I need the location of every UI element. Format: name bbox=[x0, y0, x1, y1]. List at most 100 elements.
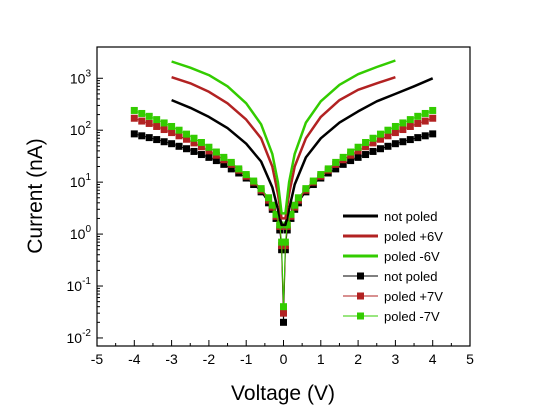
data-point bbox=[138, 117, 146, 125]
data-point bbox=[197, 143, 205, 151]
legend-label: not poled bbox=[384, 269, 438, 284]
series-markers bbox=[130, 106, 437, 311]
data-point bbox=[414, 112, 422, 120]
data-point bbox=[190, 134, 198, 142]
data-point bbox=[160, 138, 168, 146]
legend-label: poled +7V bbox=[384, 289, 443, 304]
data-point bbox=[265, 194, 273, 202]
data-point bbox=[283, 221, 291, 229]
data-point bbox=[212, 148, 220, 156]
y-tick-base: 10 bbox=[70, 122, 86, 138]
x-axis-title: Voltage (V) bbox=[231, 382, 335, 405]
data-point bbox=[153, 136, 161, 144]
data-point bbox=[317, 171, 325, 179]
data-point bbox=[414, 134, 422, 142]
data-point bbox=[160, 119, 168, 127]
x-tick-label: 0 bbox=[280, 351, 288, 367]
x-tick-label: 1 bbox=[317, 351, 325, 367]
data-point bbox=[130, 130, 138, 138]
legend-marker-swatch bbox=[357, 272, 364, 280]
series-line bbox=[171, 59, 396, 215]
data-point bbox=[309, 177, 317, 185]
y-tick-exponent: 2 bbox=[85, 120, 91, 131]
data-point bbox=[268, 201, 276, 209]
data-point bbox=[145, 134, 153, 142]
data-point bbox=[197, 151, 205, 159]
data-point bbox=[362, 151, 370, 159]
data-point bbox=[324, 165, 332, 173]
data-point bbox=[429, 114, 437, 122]
data-point bbox=[384, 142, 392, 150]
legend: not poled poled +6V poled -6V not poled pole… bbox=[343, 209, 443, 324]
data-point bbox=[347, 157, 355, 165]
data-point bbox=[332, 158, 340, 166]
data-point bbox=[183, 135, 191, 143]
data-point bbox=[280, 303, 287, 311]
data-point bbox=[183, 145, 191, 153]
x-tick-label: 5 bbox=[466, 351, 474, 367]
data-point bbox=[369, 134, 377, 142]
x-tick-label: 2 bbox=[354, 351, 362, 367]
series-line bbox=[171, 76, 396, 220]
data-point bbox=[294, 194, 302, 202]
data-point bbox=[414, 119, 422, 127]
data-point bbox=[205, 147, 213, 155]
data-point bbox=[339, 153, 347, 161]
x-tick-label: -1 bbox=[240, 351, 253, 367]
data-point bbox=[429, 106, 437, 114]
data-point bbox=[138, 109, 146, 117]
data-point bbox=[235, 165, 243, 173]
data-point bbox=[354, 153, 362, 161]
legend-marker-swatch bbox=[357, 312, 364, 320]
y-tick-label: 103 bbox=[70, 68, 92, 86]
data-point bbox=[153, 122, 161, 130]
y-tick-base: 10 bbox=[70, 70, 86, 86]
data-point bbox=[421, 109, 429, 117]
data-point bbox=[376, 145, 384, 153]
y-tick-base: 10 bbox=[67, 278, 83, 294]
y-tick-label: 100 bbox=[70, 224, 92, 242]
data-point bbox=[391, 129, 399, 137]
data-point bbox=[339, 160, 347, 168]
data-point bbox=[354, 147, 362, 155]
data-point bbox=[391, 122, 399, 130]
series-line bbox=[171, 77, 434, 227]
data-point bbox=[168, 129, 176, 137]
data-point bbox=[347, 148, 355, 156]
data-point bbox=[190, 147, 198, 155]
data-point bbox=[384, 126, 392, 134]
data-point bbox=[145, 112, 153, 120]
y-tick-exponent: 0 bbox=[85, 224, 91, 235]
y-tick-base: 10 bbox=[70, 226, 86, 242]
data-point bbox=[168, 140, 176, 148]
data-point bbox=[354, 143, 362, 151]
data-point bbox=[280, 318, 287, 326]
x-tick-label: 4 bbox=[429, 351, 437, 367]
legend-marker-swatch bbox=[357, 292, 364, 300]
data-point bbox=[272, 210, 280, 218]
x-tick-label: -4 bbox=[128, 351, 141, 367]
legend-label: poled -7V bbox=[384, 309, 440, 324]
data-point bbox=[227, 158, 235, 166]
y-tick-label: 10-2 bbox=[67, 328, 92, 346]
y-tick-exponent: 3 bbox=[85, 68, 91, 79]
y-tick-label: 102 bbox=[70, 120, 92, 138]
y-tick-base: 10 bbox=[67, 330, 83, 346]
data-point bbox=[250, 177, 258, 185]
data-point bbox=[220, 153, 228, 161]
data-point bbox=[369, 147, 377, 155]
data-point bbox=[376, 130, 384, 138]
data-point bbox=[406, 116, 414, 124]
data-point bbox=[429, 130, 437, 138]
data-point bbox=[362, 138, 370, 146]
data-point bbox=[220, 160, 228, 168]
data-point bbox=[291, 201, 299, 209]
data-point bbox=[138, 132, 146, 140]
y-axis-title: Current (nA) bbox=[24, 138, 47, 254]
y-tick-label: 10-1 bbox=[67, 276, 92, 294]
data-point bbox=[362, 143, 370, 151]
legend-label: poled +6V bbox=[384, 229, 443, 244]
y-tick-exponent: 1 bbox=[85, 172, 91, 183]
